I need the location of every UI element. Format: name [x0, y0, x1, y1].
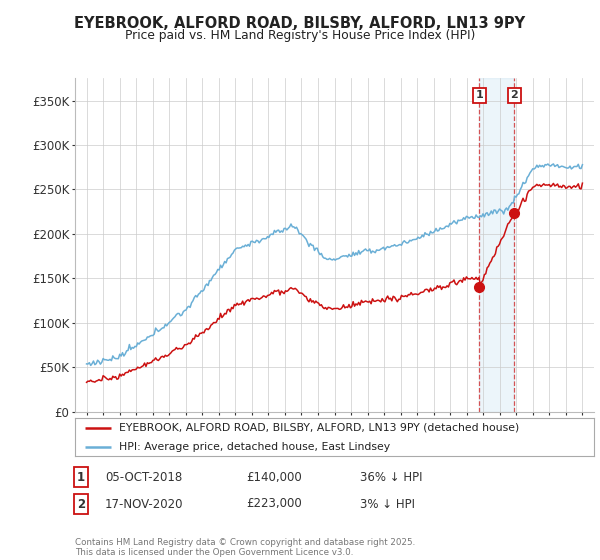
Text: 17-NOV-2020: 17-NOV-2020: [105, 497, 184, 511]
Text: Price paid vs. HM Land Registry's House Price Index (HPI): Price paid vs. HM Land Registry's House …: [125, 29, 475, 42]
Text: 1: 1: [476, 90, 484, 100]
Text: 05-OCT-2018: 05-OCT-2018: [105, 470, 182, 484]
Text: 3% ↓ HPI: 3% ↓ HPI: [360, 497, 415, 511]
Text: £140,000: £140,000: [246, 470, 302, 484]
Text: 1: 1: [77, 470, 85, 484]
Text: £223,000: £223,000: [246, 497, 302, 511]
Text: EYEBROOK, ALFORD ROAD, BILSBY, ALFORD, LN13 9PY: EYEBROOK, ALFORD ROAD, BILSBY, ALFORD, L…: [74, 16, 526, 31]
Text: 36% ↓ HPI: 36% ↓ HPI: [360, 470, 422, 484]
Text: Contains HM Land Registry data © Crown copyright and database right 2025.
This d: Contains HM Land Registry data © Crown c…: [75, 538, 415, 557]
Text: 2: 2: [77, 497, 85, 511]
Bar: [479, 78, 514, 412]
Text: HPI: Average price, detached house, East Lindsey: HPI: Average price, detached house, East…: [119, 442, 390, 452]
Text: EYEBROOK, ALFORD ROAD, BILSBY, ALFORD, LN13 9PY (detached house): EYEBROOK, ALFORD ROAD, BILSBY, ALFORD, L…: [119, 423, 520, 433]
Text: 2: 2: [511, 90, 518, 100]
